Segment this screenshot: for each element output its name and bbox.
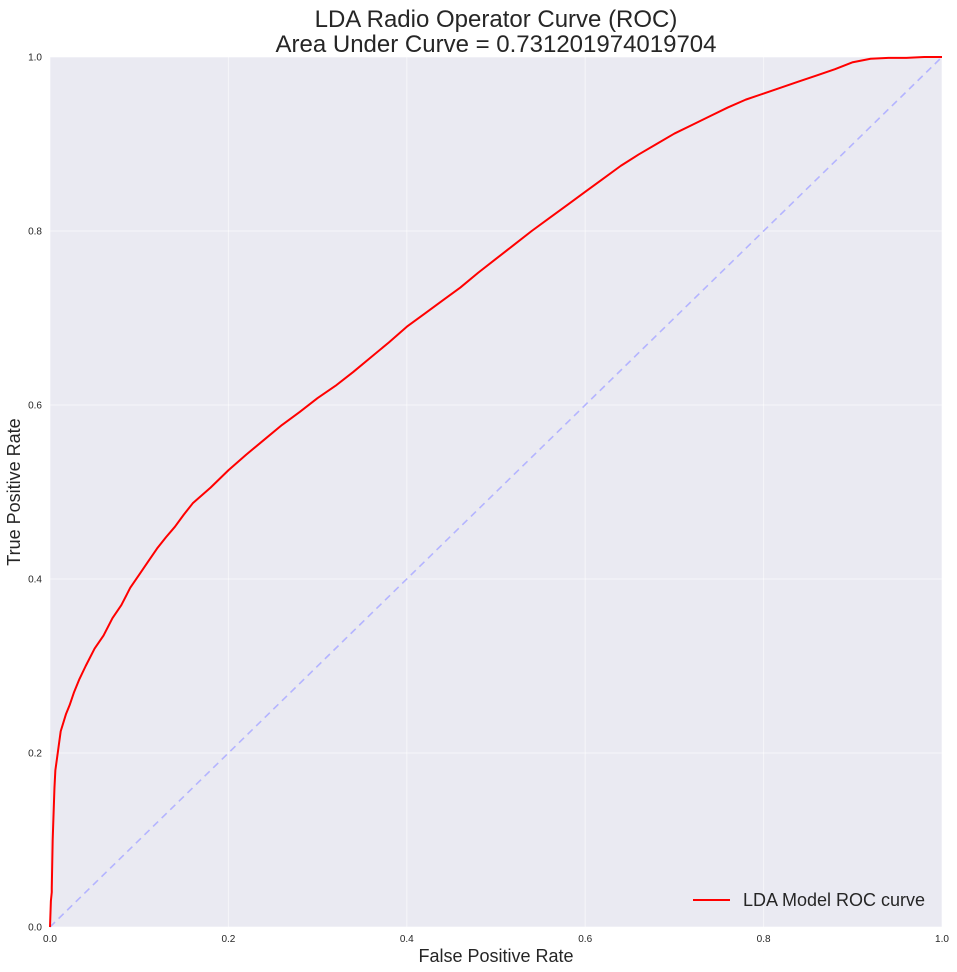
- x-tick-label: 0.8: [757, 934, 771, 945]
- y-tick-label: 0.0: [28, 923, 42, 934]
- chance-diagonal-line: [49, 56, 943, 928]
- y-tick-label: 0.6: [28, 401, 42, 412]
- x-tick-label: 1.0: [935, 934, 949, 945]
- series-lines: [49, 56, 943, 928]
- y-axis-label: True Positive Rate: [4, 418, 24, 565]
- x-tick-label: 0.6: [578, 934, 592, 945]
- grid-lines: [49, 56, 943, 928]
- x-tick-label: 0.4: [400, 934, 414, 945]
- x-tick-label: 0.0: [43, 934, 57, 945]
- x-tick-label: 0.2: [221, 934, 235, 945]
- roc-curve-line: [49, 56, 942, 928]
- y-tick-label: 0.2: [28, 749, 42, 760]
- legend: LDA Model ROC curve: [693, 890, 925, 910]
- legend-label-roc-curve: LDA Model ROC curve: [743, 890, 925, 910]
- y-tick-label: 0.8: [28, 227, 42, 238]
- y-tick-label: 0.4: [28, 575, 42, 586]
- tick-labels: 0.0 0.2 0.4 0.6 0.8 1.0 0.0 0.2 0.4 0.6 0.8 1.0: [28, 53, 949, 946]
- x-axis-label: False Positive Rate: [418, 946, 573, 966]
- chart-title-line-2: Area Under Curve = 0.731201974019704: [276, 31, 717, 58]
- y-tick-label: 1.0: [28, 53, 42, 64]
- chart-title-line-1: LDA Radio Operator Curve (ROC): [315, 6, 678, 33]
